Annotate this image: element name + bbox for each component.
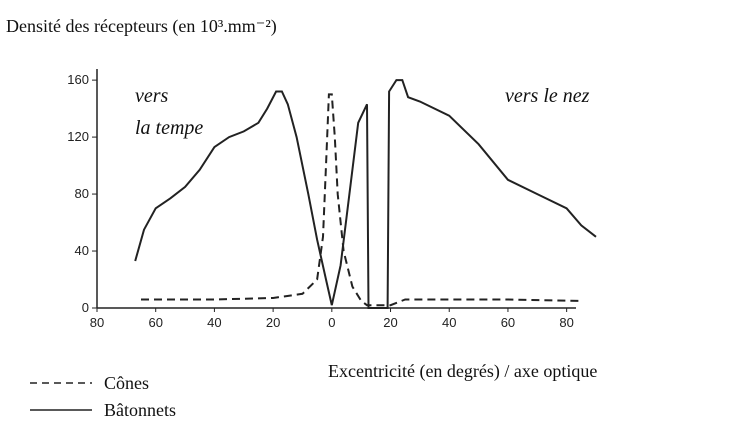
legend-label: Bâtonnets	[104, 400, 176, 420]
annotation: vers le nez	[505, 85, 590, 107]
y-tick-label: 80	[75, 186, 89, 201]
y-tick-label: 40	[75, 243, 89, 258]
x-tick-label: 40	[207, 315, 221, 330]
x-tick-label: 0	[328, 315, 335, 330]
x-tick-label: 20	[266, 315, 280, 330]
x-tick-label: 20	[383, 315, 397, 330]
series-line	[134, 79, 597, 309]
annotation: vers	[135, 85, 169, 107]
legend-label: Cônes	[104, 373, 149, 393]
x-tick-label: 60	[501, 315, 515, 330]
x-tick-label: 80	[90, 315, 104, 330]
y-tick-label: 0	[82, 300, 89, 315]
x-tick-label: 40	[442, 315, 456, 330]
x-axis-label: Excentricité (en degrés) / axe optique	[328, 361, 597, 382]
y-tick-label: 120	[67, 129, 89, 144]
x-tick-label: 80	[559, 315, 573, 330]
annotation: la tempe	[135, 117, 203, 139]
y-tick-label: 160	[67, 72, 89, 87]
chart-title: Densité des récepteurs (en 10³.mm⁻²)	[6, 16, 277, 37]
series-line	[141, 93, 582, 307]
x-tick-label: 60	[148, 315, 162, 330]
